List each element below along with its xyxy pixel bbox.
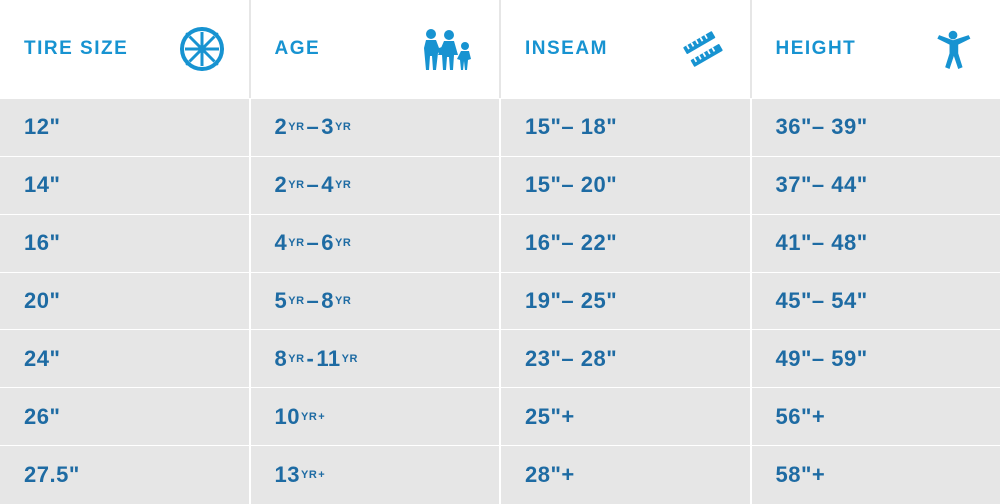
cell-tire-size: 14" [0, 157, 251, 215]
header-age: AGE [251, 0, 502, 98]
header-tire-size: TIRE SIZE [0, 0, 251, 98]
header-inseam: INSEAM [501, 0, 752, 98]
family-icon [419, 26, 475, 72]
header-height: HEIGHT [752, 0, 1000, 98]
table-header-row: TIRE SIZE [0, 0, 1000, 99]
table-row: 27.5"13YR+28"+58"+ [0, 446, 1000, 504]
table-body: 12"2YR–3YR15"– 18"36"– 39"14"2YR–4YR15"–… [0, 99, 1000, 504]
cell-tire-size: 16" [0, 215, 251, 273]
cell-inseam: 16"– 22" [501, 215, 752, 273]
wheel-icon [179, 26, 225, 72]
cell-tire-size: 24" [0, 330, 251, 388]
header-label: INSEAM [525, 38, 608, 60]
cell-inseam: 19"– 25" [501, 273, 752, 331]
cell-age: 13YR+ [251, 446, 502, 504]
cell-inseam: 28"+ [501, 446, 752, 504]
cell-inseam: 23"– 28" [501, 330, 752, 388]
cell-height: 36"– 39" [752, 99, 1000, 157]
header-label: TIRE SIZE [24, 38, 128, 60]
cell-height: 41"– 48" [752, 215, 1000, 273]
table-row: 12"2YR–3YR15"– 18"36"– 39" [0, 99, 1000, 157]
cell-height: 45"– 54" [752, 273, 1000, 331]
cell-tire-size: 27.5" [0, 446, 251, 504]
table-row: 16"4YR–6YR16"– 22"41"– 48" [0, 215, 1000, 273]
bike-size-table: TIRE SIZE [0, 0, 1000, 504]
cell-inseam: 15"– 20" [501, 157, 752, 215]
cell-age: 5YR–8YR [251, 273, 502, 331]
header-label: HEIGHT [776, 38, 857, 60]
cell-age: 4YR–6YR [251, 215, 502, 273]
person-icon [930, 26, 976, 72]
cell-age: 10YR+ [251, 388, 502, 446]
cell-inseam: 25"+ [501, 388, 752, 446]
table-row: 14"2YR–4YR15"– 20"37"– 44" [0, 157, 1000, 215]
cell-height: 56"+ [752, 388, 1000, 446]
cell-inseam: 15"– 18" [501, 99, 752, 157]
cell-age: 8YR - 11YR [251, 330, 502, 388]
table-row: 26"10YR+25"+56"+ [0, 388, 1000, 446]
cell-height: 37"– 44" [752, 157, 1000, 215]
header-label: AGE [275, 38, 321, 60]
cell-tire-size: 12" [0, 99, 251, 157]
cell-age: 2YR–3YR [251, 99, 502, 157]
cell-height: 49"– 59" [752, 330, 1000, 388]
cell-height: 58"+ [752, 446, 1000, 504]
cell-tire-size: 26" [0, 388, 251, 446]
table-row: 20"5YR–8YR19"– 25"45"– 54" [0, 273, 1000, 331]
measure-icon [680, 26, 726, 72]
cell-age: 2YR–4YR [251, 157, 502, 215]
table-row: 24"8YR - 11YR23"– 28"49"– 59" [0, 330, 1000, 388]
cell-tire-size: 20" [0, 273, 251, 331]
